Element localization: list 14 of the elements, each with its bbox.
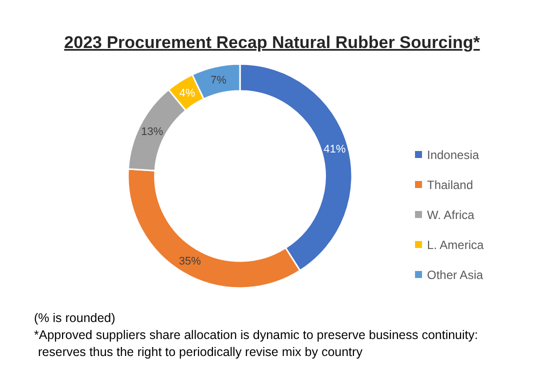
data-label: 7% [210,74,227,87]
legend-label: Other Asia [427,268,484,282]
legend-label: Indonesia [427,148,480,162]
chart-title: 2023 Procurement Recap Natural Rubber Sourcing* [64,33,480,52]
data-label: 41% [324,143,346,156]
text: reserves thus the right to periodically revise mix by country [38,345,364,359]
legend-label: L. America [427,238,484,252]
legend-label: Thailand [427,178,474,192]
text: *Approved suppliers share allocation is dynamic to preserve business continuity: [34,328,478,342]
data-label: 35% [178,256,202,268]
text: (% is rounded) [34,311,116,325]
data-label: 4% [179,88,196,100]
legend-label: W. Africa [427,208,475,222]
data-label: 13% [141,126,164,138]
